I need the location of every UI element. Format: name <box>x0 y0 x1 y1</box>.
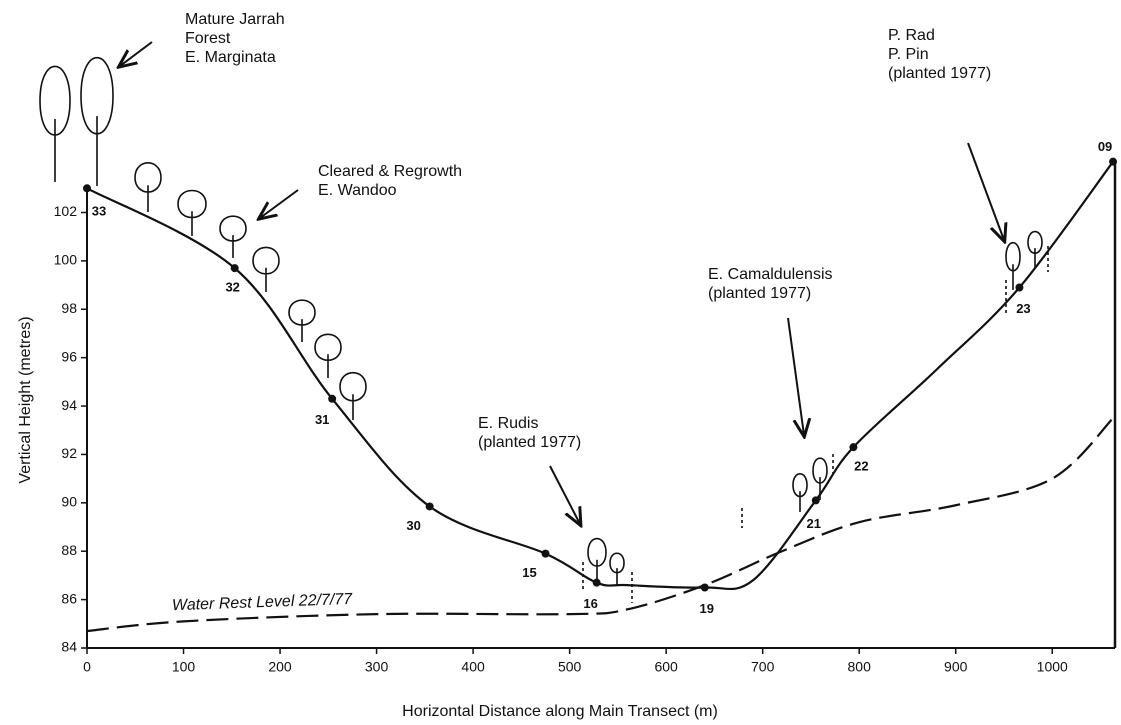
x-tick-label: 300 <box>365 659 389 675</box>
x-tick-label: 200 <box>268 659 292 675</box>
borehole-label: 22 <box>854 459 868 474</box>
borehole-point <box>1015 283 1023 291</box>
tree <box>793 474 807 512</box>
borehole-point <box>849 443 857 451</box>
ground-profile-line <box>87 162 1113 589</box>
borehole-point <box>812 496 820 504</box>
annotation: Mature Jarrah <box>185 11 285 28</box>
y-tick-label: 98 <box>61 300 77 316</box>
tree <box>610 553 624 586</box>
borehole-point <box>1109 158 1117 166</box>
borehole-point <box>701 584 709 592</box>
y-tick-label: 84 <box>61 639 77 655</box>
borehole-label: 33 <box>92 204 106 219</box>
tree <box>178 191 206 237</box>
borehole-label: 16 <box>583 596 597 611</box>
x-tick-label: 0 <box>83 659 91 675</box>
borehole-label: 32 <box>225 280 239 295</box>
y-tick-label: 100 <box>54 252 78 268</box>
borehole-label: 30 <box>406 518 420 533</box>
x-tick-label: 800 <box>848 659 872 675</box>
borehole-point <box>593 579 601 587</box>
annotation: (planted 1977) <box>708 285 811 302</box>
tree <box>81 58 113 186</box>
borehole-label: 09 <box>1098 139 1112 154</box>
annotation: P. Rad <box>888 27 935 44</box>
x-tick-label: 700 <box>751 659 775 675</box>
borehole-label: 21 <box>807 516 821 531</box>
x-tick-label: 500 <box>558 659 582 675</box>
annotation: E. Camaldulensis <box>708 266 833 283</box>
tree <box>588 539 606 585</box>
borehole-point <box>541 550 549 558</box>
tree <box>40 66 70 182</box>
tree <box>1006 243 1020 290</box>
annotation: E. Wandoo <box>318 182 397 199</box>
tree <box>315 334 341 378</box>
annotation: Forest <box>185 30 231 47</box>
y-tick-label: 88 <box>61 542 77 558</box>
y-tick-label: 102 <box>54 203 78 219</box>
annotation: (planted 1977) <box>888 65 991 82</box>
borehole-label: 19 <box>700 601 714 616</box>
y-tick-label: 90 <box>61 494 77 510</box>
borehole-point <box>83 184 91 192</box>
water-level-label: Water Rest Level 22/7/77 <box>172 591 354 614</box>
x-tick-label: 400 <box>461 659 485 675</box>
page: {"chart_data": {"type": "line", "xlabel"… <box>0 0 1121 725</box>
tree <box>220 216 246 258</box>
y-tick-label: 94 <box>61 397 77 413</box>
tree <box>289 300 315 342</box>
y-tick-label: 96 <box>61 348 77 364</box>
annotation: Cleared & Regrowth <box>318 163 462 180</box>
x-tick-label: 900 <box>944 659 968 675</box>
x-tick-label: 100 <box>172 659 196 675</box>
y-tick-label: 86 <box>61 590 77 606</box>
x-tick-label: 600 <box>654 659 678 675</box>
borehole-label: 15 <box>522 565 536 580</box>
borehole-point <box>426 502 434 510</box>
chart: Horizontal Distance along Main Transect … <box>0 0 1121 725</box>
borehole-label: 23 <box>1016 301 1030 316</box>
y-tick-label: 92 <box>61 445 77 461</box>
borehole-point <box>328 395 336 403</box>
x-tick-label: 1000 <box>1037 659 1068 675</box>
tree <box>135 163 161 212</box>
x-axis-label: Horizontal Distance along Main Transect … <box>402 703 718 720</box>
tree-drawings <box>40 58 1048 603</box>
annotation: (planted 1977) <box>478 434 581 451</box>
annotation: E. Marginata <box>185 49 276 66</box>
borehole-label: 31 <box>315 412 329 427</box>
tree <box>253 247 279 292</box>
arrows <box>120 42 1004 524</box>
y-axis-label: Vertical Height (metres) <box>17 316 34 483</box>
annotation: P. Pin <box>888 46 929 63</box>
borehole-point <box>231 264 239 272</box>
annotation: E. Rudis <box>478 415 538 432</box>
